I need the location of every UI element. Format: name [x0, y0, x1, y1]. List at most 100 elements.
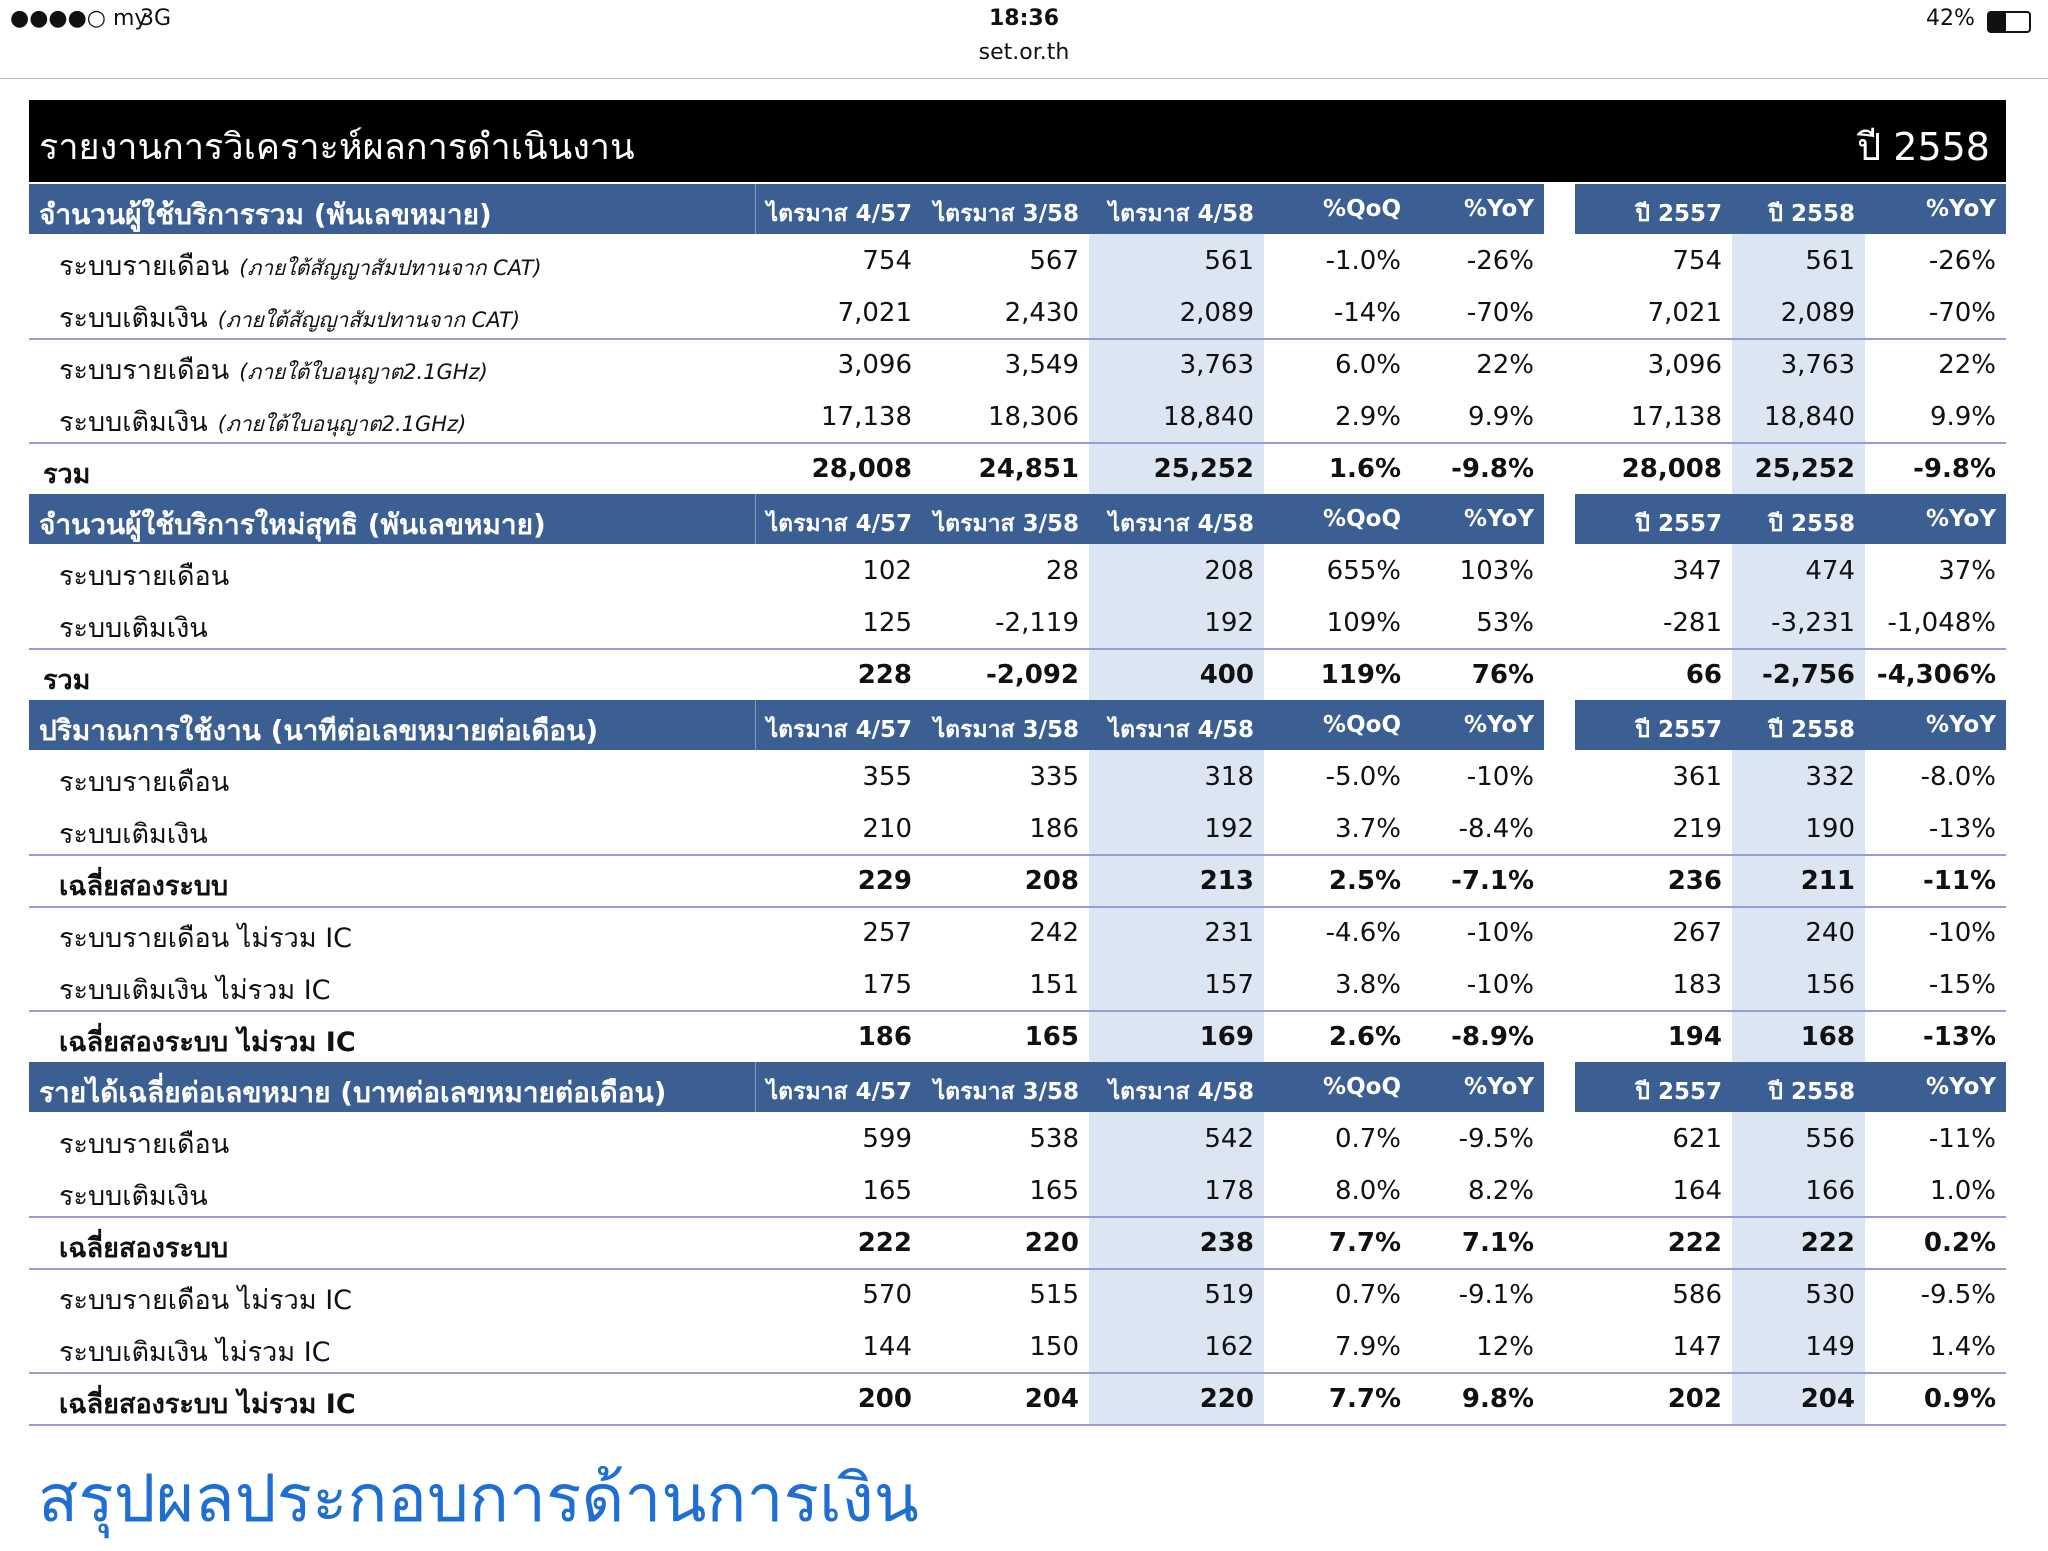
- value-cell: 25,252: [1153, 454, 1254, 484]
- label-note: (ภายใต้สัญญาสัมปทานจาก CAT): [217, 308, 521, 332]
- row-divider: [29, 1268, 2006, 1270]
- value-cell: 1.6%: [1328, 454, 1401, 484]
- value-cell: -8.0%: [1920, 762, 1996, 792]
- value-cell: 211: [1800, 866, 1855, 896]
- value-cell: 18,840: [1163, 402, 1254, 432]
- section-divider: [755, 700, 756, 750]
- column-header: ไตรมาส 3/58: [933, 717, 1079, 743]
- value-cell: 208: [1204, 556, 1254, 586]
- column-header: ไตรมาส 4/57: [766, 201, 912, 227]
- value-cell: 9.8%: [1461, 1384, 1534, 1414]
- label-text: ระบบเติมเงิน ไม่รวม IC: [59, 975, 331, 1006]
- column-header: %QoQ: [1323, 1074, 1401, 1100]
- value-cell: 202: [1667, 1384, 1722, 1414]
- value-cell: 165: [1024, 1022, 1079, 1052]
- label-text: ระบบเติมเงิน ไม่รวม IC: [59, 1337, 331, 1368]
- value-cell: 76%: [1471, 660, 1534, 690]
- section-title: ปริมาณการใช้งาน (นาทีต่อเลขหมายต่อเดือน): [39, 714, 599, 747]
- value-cell: -3,231: [1771, 608, 1855, 638]
- value-cell: 222: [1667, 1228, 1722, 1258]
- value-cell: 561: [1204, 246, 1254, 276]
- value-cell: 220: [1024, 1228, 1079, 1258]
- column-header: ไตรมาส 4/58: [1108, 511, 1254, 537]
- value-cell: 220: [1199, 1384, 1254, 1414]
- section-header-bg: [29, 1062, 1544, 1112]
- value-cell: 222: [1800, 1228, 1855, 1258]
- value-cell: -11%: [1922, 866, 1996, 896]
- value-cell: 3.8%: [1334, 970, 1401, 1000]
- value-cell: 17,138: [821, 402, 912, 432]
- value-cell: 222: [857, 1228, 912, 1258]
- value-cell: 18,306: [988, 402, 1079, 432]
- label-text: เฉลี่ยสองระบบ ไม่รวม IC: [59, 1389, 356, 1420]
- value-cell: -26%: [1928, 246, 1996, 276]
- section-header-bg: [1575, 184, 2006, 234]
- label-note: (ภายใต้ใบอนุญาต2.1GHz): [217, 412, 467, 436]
- value-cell: -13%: [1922, 1022, 1996, 1052]
- column-header: ปี 2557: [1635, 201, 1722, 227]
- column-header: ไตรมาส 3/58: [933, 511, 1079, 537]
- value-cell: -70%: [1928, 298, 1996, 328]
- value-cell: -8.4%: [1458, 814, 1534, 844]
- label-text: ระบบเติมเงิน: [59, 407, 208, 438]
- value-cell: 12%: [1476, 1332, 1534, 1362]
- value-cell: 655%: [1326, 556, 1401, 586]
- value-cell: -2,092: [985, 660, 1079, 690]
- label-text: เฉลี่ยสองระบบ: [59, 1233, 229, 1264]
- value-cell: 3.7%: [1334, 814, 1401, 844]
- network: 3G: [140, 6, 172, 31]
- row-divider: [29, 906, 2006, 908]
- label-text: ระบบเติมเงิน: [59, 1181, 208, 1212]
- url[interactable]: set.or.th: [978, 40, 1070, 65]
- section-divider: [755, 1062, 756, 1112]
- row-label: ระบบเติมเงิน: [59, 606, 208, 649]
- value-cell: -70%: [1466, 298, 1534, 328]
- value-cell: -9.1%: [1458, 1280, 1534, 1310]
- label-text: เฉลี่ยสองระบบ ไม่รวม IC: [59, 1027, 356, 1058]
- value-cell: 162: [1204, 1332, 1254, 1362]
- value-cell: 567: [1029, 246, 1079, 276]
- value-cell: 186: [1029, 814, 1079, 844]
- column-header: ปี 2557: [1635, 1079, 1722, 1105]
- value-cell: 2.6%: [1328, 1022, 1401, 1052]
- value-cell: 194: [1667, 1022, 1722, 1052]
- value-cell: 561: [1805, 246, 1855, 276]
- row-label: ระบบเติมเงิน ไม่รวม IC: [59, 968, 331, 1011]
- value-cell: 7.7%: [1328, 1228, 1401, 1258]
- value-cell: 102: [862, 556, 912, 586]
- value-cell: 0.9%: [1923, 1384, 1996, 1414]
- value-cell: 754: [1672, 246, 1722, 276]
- value-cell: 3,763: [1780, 350, 1855, 380]
- value-cell: -11%: [1928, 1124, 1996, 1154]
- row-label: รวม: [43, 658, 90, 701]
- column-header: ไตรมาส 3/58: [933, 201, 1079, 227]
- section-header-bg: [1575, 494, 2006, 544]
- next-heading: สรุปผลประกอบการด้านการเงิน: [38, 1460, 919, 1537]
- column-header: %YoY: [1463, 1074, 1534, 1100]
- value-cell: 178: [1204, 1176, 1254, 1206]
- value-cell: 17,138: [1631, 402, 1722, 432]
- value-cell: 519: [1204, 1280, 1254, 1310]
- label-text: ระบบรายเดือน: [59, 561, 230, 592]
- value-cell: 9.9%: [1929, 402, 1996, 432]
- value-cell: 332: [1805, 762, 1855, 792]
- value-cell: 599: [862, 1124, 912, 1154]
- section-header-bg: [29, 700, 1544, 750]
- value-cell: 538: [1029, 1124, 1079, 1154]
- column-header: %YoY: [1925, 712, 1996, 738]
- row-label: ระบบเติมเงิน: [59, 1174, 208, 1217]
- value-cell: 109%: [1326, 608, 1401, 638]
- value-cell: 2,089: [1780, 298, 1855, 328]
- value-cell: 150: [1029, 1332, 1079, 1362]
- column-header: %YoY: [1925, 506, 1996, 532]
- value-cell: 169: [1199, 1022, 1254, 1052]
- value-cell: 210: [862, 814, 912, 844]
- row-divider: [29, 1372, 2006, 1374]
- value-cell: 542: [1204, 1124, 1254, 1154]
- value-cell: 149: [1805, 1332, 1855, 1362]
- value-cell: 238: [1199, 1228, 1254, 1258]
- value-cell: 3,549: [1004, 350, 1079, 380]
- value-cell: 125: [862, 608, 912, 638]
- row-divider: [29, 1216, 2006, 1218]
